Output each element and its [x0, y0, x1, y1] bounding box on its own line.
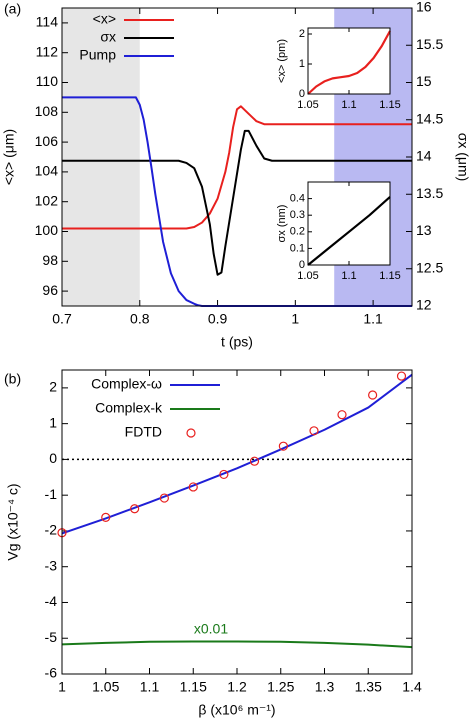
inset-y-tick-label: 1	[299, 58, 305, 70]
fdtd-point	[159, 493, 169, 503]
fdtd-point	[101, 512, 111, 522]
y-left-tick-label: 114	[36, 14, 59, 30]
y-tick-label: -2	[45, 522, 58, 538]
y-right-tick-label: 12.5	[416, 259, 443, 275]
inset-frame	[307, 27, 391, 95]
fdtd-point	[368, 390, 378, 400]
y-left-tick-label: 112	[36, 43, 59, 59]
y-tick-label: -5	[45, 629, 58, 645]
y-right-tick-label: 13.5	[416, 185, 443, 201]
x-tick-label: 1.05	[92, 679, 119, 695]
y-tick-label: -1	[45, 486, 58, 502]
series-line-b-1	[61, 640, 413, 649]
x-tick-label: 1.1	[363, 311, 383, 327]
fdtd-point	[249, 456, 260, 466]
y-tick-label: -3	[45, 557, 58, 573]
legend-label: Complex-ω	[91, 376, 162, 392]
inset-frame	[307, 181, 391, 266]
inset-x-tick-label: 1.05	[297, 99, 318, 111]
shaded-region-0	[62, 8, 140, 306]
inset-y-tick-label: 0.1	[290, 242, 305, 254]
inset-x-tick-label: 1.15	[379, 99, 400, 111]
y-axis-label-b: Vg (x10⁻⁴ c)	[5, 483, 21, 560]
x-tick-label: 0.9	[208, 311, 228, 327]
x-tick-label: 1	[291, 311, 299, 327]
y-right-tick-label: 15.5	[416, 36, 443, 52]
inset-series-line	[307, 30, 391, 95]
inset-series-line	[307, 196, 391, 266]
series-line-a-1	[62, 129, 412, 276]
y-left-tick-label: 110	[36, 73, 59, 89]
legend-label: FDTD	[125, 424, 162, 440]
annotation-scale: x0.01	[194, 621, 228, 637]
fdtd-point	[130, 504, 140, 514]
y-left-axis-label: <x> (μm)	[1, 129, 17, 185]
legend-label: σx	[100, 29, 116, 45]
x-tick-label: 1	[58, 679, 66, 695]
y-right-axis-label: σx (μm)	[455, 133, 471, 182]
y-left-tick-label: 96	[42, 282, 58, 298]
y-left-tick-label: 106	[35, 133, 59, 149]
x-axis-label-b: β (x10⁶ m⁻¹)	[198, 702, 275, 718]
y-left-tick-label: 100	[35, 222, 59, 238]
panel-label-b: (b)	[4, 371, 21, 387]
plot-frame-b	[61, 369, 413, 675]
x-tick-label: 1.25	[267, 679, 294, 695]
inset-y-tick-label: 0	[299, 259, 305, 271]
y-right-tick-label: 15	[416, 73, 432, 89]
inset-x-tick-label: 1.05	[297, 270, 318, 282]
inset-y-tick-label: 0.2	[290, 226, 305, 238]
x-tick-label: 0.8	[130, 311, 150, 327]
legend-label: <x>	[93, 11, 116, 27]
plot-frame-a	[61, 7, 413, 307]
y-left-tick-label: 108	[35, 103, 59, 119]
fdtd-point	[278, 441, 288, 451]
fdtd-point	[188, 482, 198, 492]
x-tick-label: 1.2	[227, 679, 247, 695]
inset-y-tick-label: 0.3	[290, 209, 305, 221]
y-tick-label: -6	[45, 665, 58, 681]
inset-background	[308, 182, 390, 265]
inset-x-tick-label: 1.1	[341, 99, 356, 111]
x-tick-label: 1.4	[402, 679, 422, 695]
y-tick-label: 2	[49, 379, 57, 395]
fdtd-point	[337, 410, 347, 420]
panel-label-a: (a)	[4, 1, 21, 17]
y-tick-label: 0	[49, 450, 57, 466]
x-tick-label: 0.7	[52, 311, 72, 327]
series-line-b-0	[61, 373, 413, 535]
x-tick-label: 1.15	[180, 679, 207, 695]
inset-x-tick-label: 1.15	[379, 270, 400, 282]
inset-y-axis-label: σx (nm)	[276, 205, 288, 243]
x-axis-label-a: t (ps)	[221, 334, 253, 350]
series-line-a-2	[62, 96, 412, 307]
y-right-tick-label: 16	[416, 0, 432, 15]
legend-label: Complex-k	[95, 400, 163, 416]
x-tick-label: 1.35	[355, 679, 382, 695]
inset-x-tick-label: 1.1	[341, 270, 356, 282]
inset-y-tick-label: 2	[299, 28, 305, 40]
x-tick-label: 1.3	[315, 679, 335, 695]
y-right-tick-label: 14.5	[416, 110, 443, 126]
legend-marker	[186, 428, 196, 438]
y-right-tick-label: 14	[416, 148, 432, 164]
y-tick-label: -4	[45, 593, 58, 609]
fdtd-point	[396, 371, 407, 381]
fdtd-point	[309, 426, 319, 436]
y-tick-label: 1	[49, 414, 57, 430]
y-right-tick-label: 13	[416, 222, 432, 238]
legend-label: Pump	[79, 47, 116, 63]
inset-y-axis-label: <x> (pm)	[276, 39, 288, 83]
inset-y-tick-label: 0.4	[290, 193, 305, 205]
fdtd-point	[219, 469, 229, 480]
y-left-tick-label: 102	[35, 192, 59, 208]
inset-y-tick-label: 0	[299, 88, 305, 100]
x-tick-label: 1.1	[140, 679, 160, 695]
y-left-tick-label: 104	[35, 163, 59, 179]
series-line-a-0	[62, 105, 412, 230]
y-right-tick-label: 12	[416, 297, 432, 313]
y-left-tick-label: 98	[42, 252, 58, 268]
